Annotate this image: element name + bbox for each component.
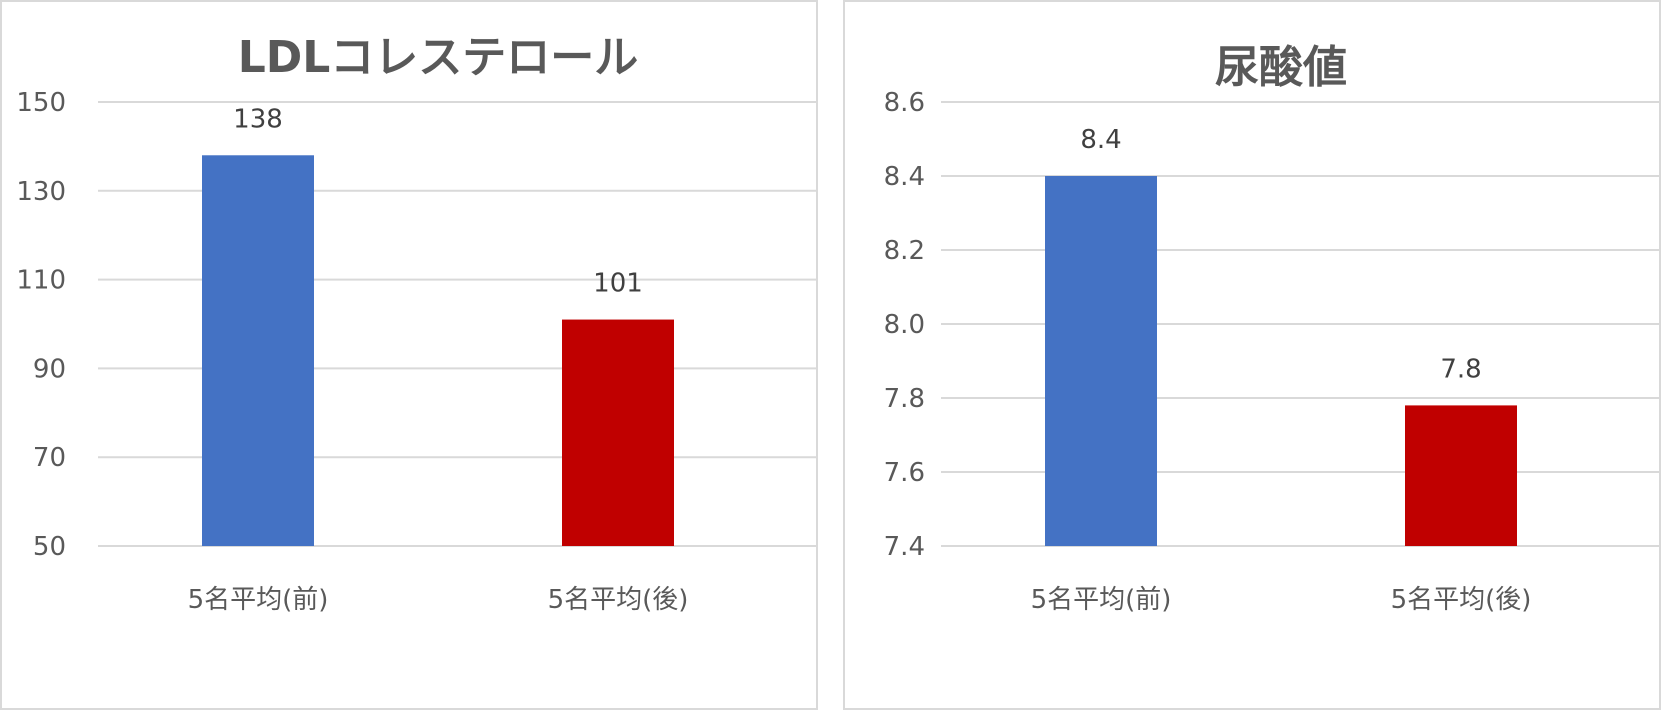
data-label: 101 [593, 269, 643, 299]
y-tick-label: 7.8 [884, 384, 925, 414]
data-label: 7.8 [1440, 354, 1481, 384]
bar [1045, 176, 1157, 546]
y-tick-label: 110 [16, 266, 66, 296]
y-tick-label: 8.2 [884, 236, 925, 266]
data-label: 8.4 [1080, 125, 1121, 155]
y-tick-label: 50 [33, 532, 66, 562]
chart-uric-acid: 7.4 7.6 7.8 8.0 8.2 8.4 8.6 尿酸値 8.4 5名平均(前) 7.8 5名平… [884, 42, 1661, 615]
y-tick-label: 90 [33, 354, 66, 384]
category-label: 5名平均(前) [1031, 585, 1172, 615]
category-label: 5名平均(前) [188, 585, 329, 615]
chart-panel-uric-acid: 7.4 7.6 7.8 8.0 8.2 8.4 8.6 尿酸値 8.4 5名平均(前) 7.8 5名平… [843, 0, 1661, 710]
chart-ldl-cholesterol: 50 70 90 110 130 150 LDLコレステロール 138 5名平均(前) 101 5名… [16, 32, 818, 615]
category-label: 5名平均(後) [1391, 585, 1532, 615]
y-tick-label: 8.0 [884, 310, 925, 340]
y-tick-label: 8.6 [884, 88, 925, 118]
y-tick-label: 7.6 [884, 458, 925, 488]
bar [202, 155, 314, 546]
bar [562, 319, 674, 546]
y-tick-label: 150 [16, 88, 66, 118]
bar [1405, 405, 1517, 546]
y-tick-label: 8.4 [884, 162, 925, 192]
y-tick-label: 7.4 [884, 532, 925, 562]
y-tick-label: 70 [33, 443, 66, 473]
data-label: 138 [233, 104, 283, 134]
chart-panel-ldl: 50 70 90 110 130 150 LDLコレステロール 138 5名平均(前) 101 5名… [0, 0, 818, 710]
y-tick-label: 130 [16, 177, 66, 207]
chart-title: LDLコレステロール [238, 32, 639, 83]
chart-title: 尿酸値 [1215, 42, 1347, 93]
category-label: 5名平均(後) [548, 585, 689, 615]
